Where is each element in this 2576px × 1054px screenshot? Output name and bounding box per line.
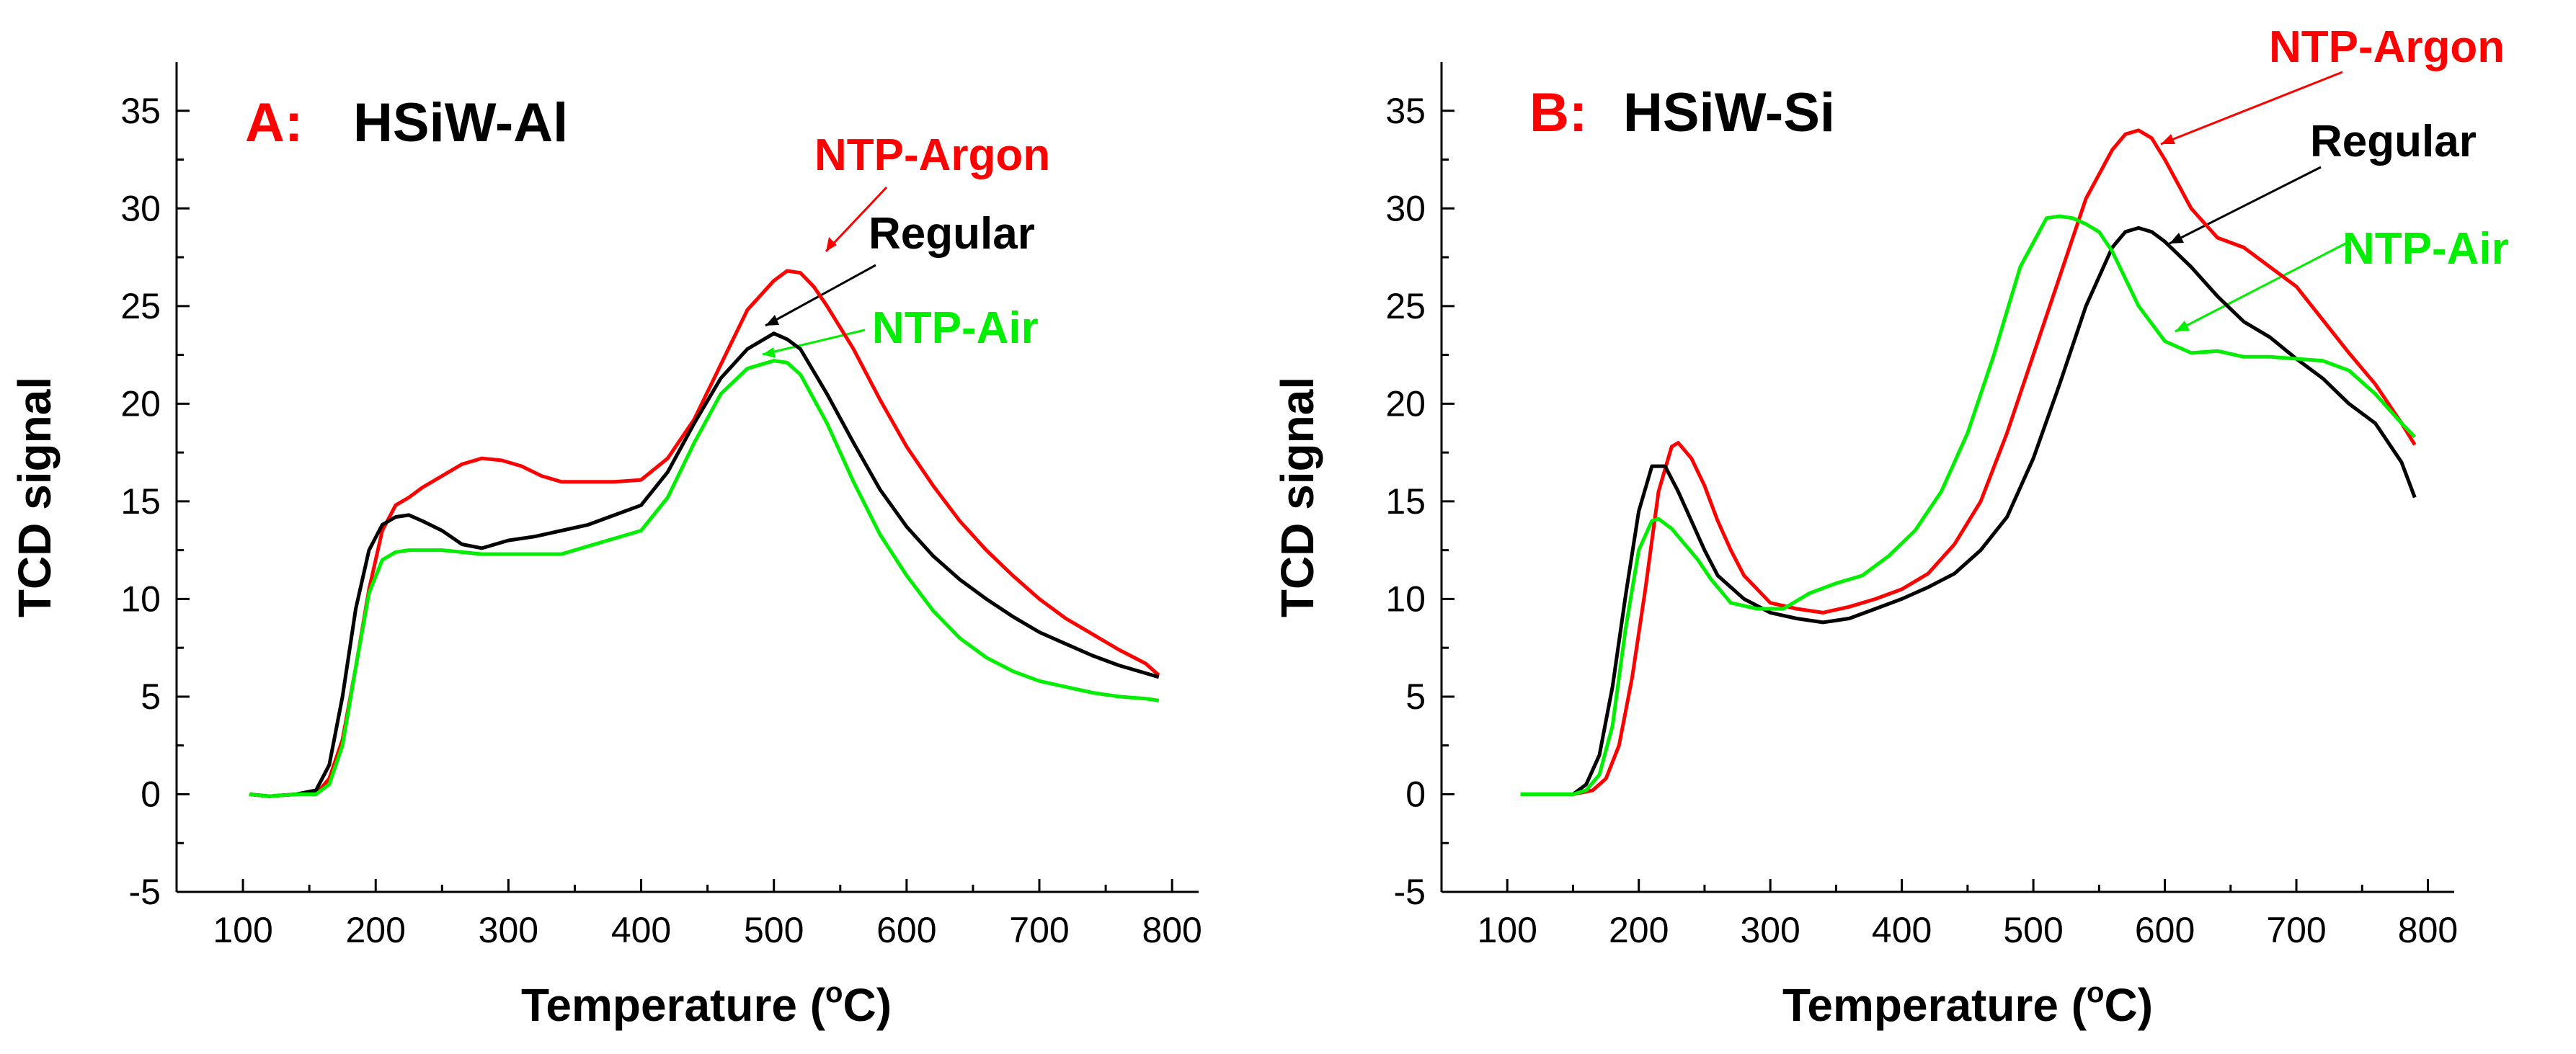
chart-panel-a: A: HSiW-Al NTP-Argon Regular NTP-Air TCD… bbox=[9, 62, 1202, 1031]
panel-letter: A: bbox=[245, 92, 303, 153]
arrow-ntp-air bbox=[2175, 241, 2349, 333]
chart-panel-b: B: HSiW-Si NTP-Argon Regular NTP-Air TCD… bbox=[1271, 22, 2509, 1031]
x-tick-label: 600 bbox=[2135, 910, 2195, 950]
y-tick-label: 15 bbox=[1385, 481, 1426, 522]
y-tick-label: 25 bbox=[120, 286, 161, 326]
series-label-ntp-air: NTP-Air bbox=[872, 303, 1039, 353]
y-tick-label: 35 bbox=[1385, 91, 1426, 131]
y-tick-label: -5 bbox=[1394, 872, 1426, 912]
series-line-regular bbox=[1520, 225, 2417, 796]
arrow-ntp-argon bbox=[2160, 71, 2343, 146]
y-axis-title: TCD signal bbox=[1271, 377, 1323, 617]
y-tick-label: 0 bbox=[1405, 774, 1426, 814]
x-tick-label: 800 bbox=[1142, 910, 1202, 950]
x-tick-label: 600 bbox=[876, 910, 936, 950]
x-tick-label: 200 bbox=[346, 910, 406, 950]
y-tick-label: 20 bbox=[120, 383, 161, 424]
panel-title: HSiW-Al bbox=[353, 92, 568, 153]
y-tick-label: 15 bbox=[120, 481, 161, 522]
x-tick-label: 400 bbox=[1872, 910, 1932, 950]
panel-letter: B: bbox=[1529, 82, 1587, 143]
x-tick-label: 700 bbox=[1009, 910, 1069, 950]
x-tick-label: 100 bbox=[1478, 910, 1537, 950]
series-label-ntp-argon: NTP-Argon bbox=[814, 130, 1050, 180]
x-tick-label: 400 bbox=[611, 910, 671, 950]
x-tick-label: 300 bbox=[1740, 910, 1800, 950]
series-line-regular bbox=[249, 331, 1160, 798]
y-tick-label: -5 bbox=[129, 872, 161, 912]
series-label-regular: Regular bbox=[869, 209, 1035, 259]
x-tick-label: 500 bbox=[744, 910, 804, 950]
arrow-ntp-argon bbox=[825, 186, 888, 253]
arrow-regular bbox=[2169, 166, 2322, 245]
series-line-ntp-air bbox=[249, 359, 1160, 798]
series-line-ntp-argon bbox=[1520, 128, 2417, 796]
y-tick-label: 10 bbox=[120, 579, 161, 619]
y-tick-label: 35 bbox=[120, 91, 161, 131]
arrow-ntp-air bbox=[762, 329, 866, 356]
x-axis-title: Temperature (oC) bbox=[521, 977, 892, 1031]
series-label-ntp-air: NTP-Air bbox=[2342, 224, 2509, 274]
x-axis-title: Temperature (oC) bbox=[1782, 977, 2153, 1031]
y-tick-label: 10 bbox=[1385, 579, 1426, 619]
x-tick-label: 700 bbox=[2266, 910, 2326, 950]
series-label-ntp-argon: NTP-Argon bbox=[2269, 22, 2505, 72]
y-tick-label: 30 bbox=[120, 188, 161, 228]
y-tick-label: 0 bbox=[141, 774, 161, 814]
series-line-ntp-air bbox=[1520, 214, 2417, 796]
y-tick-label: 25 bbox=[1385, 286, 1426, 326]
y-axis-title: TCD signal bbox=[9, 377, 61, 617]
x-tick-label: 500 bbox=[2003, 910, 2063, 950]
y-tick-label: 30 bbox=[1385, 188, 1426, 228]
y-tick-label: 20 bbox=[1385, 383, 1426, 424]
panel-title: HSiW-Si bbox=[1623, 82, 1835, 143]
x-tick-label: 300 bbox=[479, 910, 538, 950]
y-tick-label: 5 bbox=[141, 676, 161, 717]
x-tick-label: 800 bbox=[2398, 910, 2458, 950]
x-tick-label: 200 bbox=[1609, 910, 1669, 950]
series-line-ntp-argon bbox=[249, 269, 1160, 798]
y-tick-label: 5 bbox=[1405, 676, 1426, 717]
series-label-regular: Regular bbox=[2310, 117, 2477, 166]
x-tick-label: 100 bbox=[213, 910, 272, 950]
